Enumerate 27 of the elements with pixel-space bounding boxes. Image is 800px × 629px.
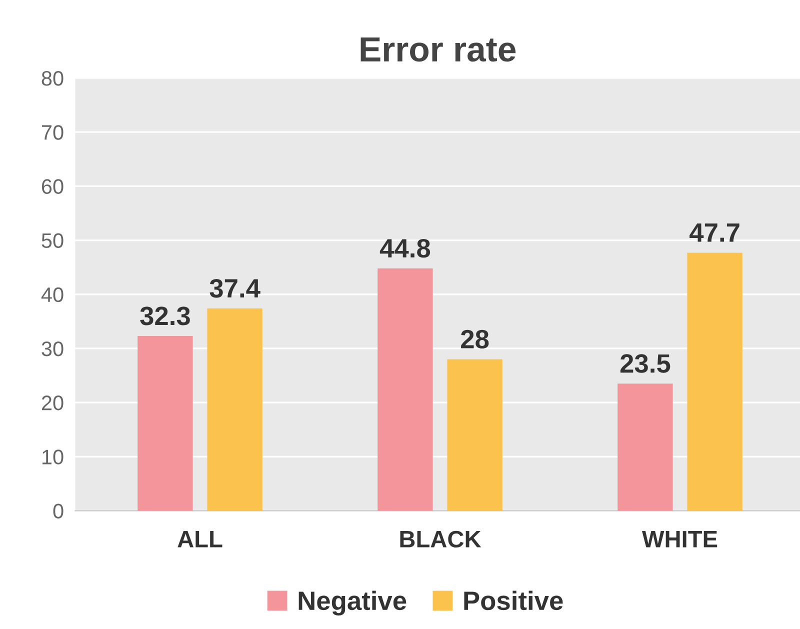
bar [207,308,262,511]
data-label: 44.8 [380,238,430,258]
y-tick-label: 70 [42,125,64,140]
legend-label: Positive [464,590,563,610]
x-tick-label: ALL [178,531,222,548]
bar [447,359,502,511]
chart-title: Error rate [360,37,516,62]
bar [687,252,742,511]
data-label: 47.7 [690,224,740,242]
bar [378,268,433,511]
y-tick-label: 10 [42,450,64,464]
y-tick-label: 50 [42,233,64,248]
x-tick-label: BLACK [400,530,482,548]
data-label: 23.5 [620,354,670,373]
bar [138,336,193,511]
y-tick-label: 80 [42,70,64,86]
x-tick-label: WHITE [642,531,718,548]
legend-label: Negative [298,590,406,616]
y-tick-label: 60 [42,179,64,194]
y-tick-label: 0 [53,504,64,518]
data-label: 28 [461,330,489,349]
y-tick-label: 30 [42,341,64,356]
data-label: 32.3 [140,306,190,326]
data-label: 37.4 [210,278,260,298]
y-tick-label: 40 [41,287,64,302]
bar [618,384,673,511]
y-tick-label: 20 [42,396,64,410]
